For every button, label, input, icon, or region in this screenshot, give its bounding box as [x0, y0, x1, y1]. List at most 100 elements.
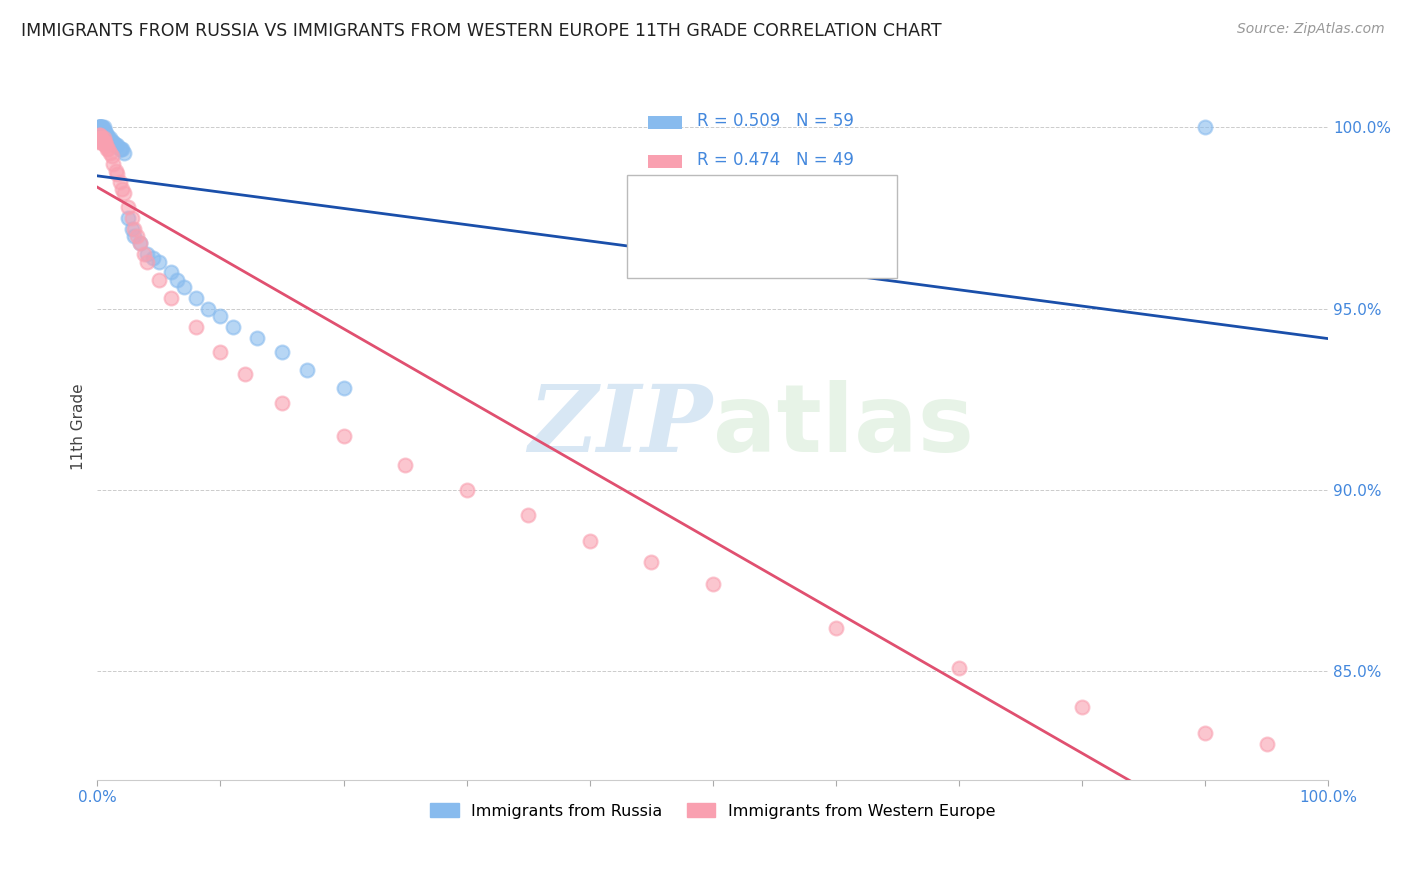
FancyBboxPatch shape — [648, 155, 682, 168]
Point — [124, 222, 146, 236]
Point — [184, 291, 207, 305]
Y-axis label: 11th Grade: 11th Grade — [72, 384, 86, 470]
Point — [93, 135, 115, 149]
Point — [91, 120, 114, 135]
Point — [98, 145, 121, 160]
Point — [94, 131, 117, 145]
Point — [96, 135, 118, 149]
Point — [93, 128, 115, 142]
Point — [142, 251, 165, 265]
Point — [105, 168, 128, 182]
Point — [91, 124, 114, 138]
Point — [93, 138, 115, 153]
Point — [246, 331, 269, 345]
Point — [103, 135, 125, 149]
Point — [394, 458, 416, 472]
Point — [101, 149, 124, 163]
Point — [209, 309, 232, 323]
Point — [89, 120, 111, 135]
Point — [1256, 737, 1278, 751]
Point — [184, 319, 207, 334]
Point — [93, 124, 115, 138]
Point — [101, 135, 124, 149]
Point — [90, 128, 112, 142]
Point — [222, 319, 245, 334]
Point — [295, 363, 318, 377]
Text: IMMIGRANTS FROM RUSSIA VS IMMIGRANTS FROM WESTERN EUROPE 11TH GRADE CORRELATION : IMMIGRANTS FROM RUSSIA VS IMMIGRANTS FRO… — [21, 22, 942, 40]
Text: R = 0.509   N = 59: R = 0.509 N = 59 — [697, 112, 853, 130]
Point — [148, 272, 170, 286]
Point — [121, 222, 143, 236]
Point — [97, 131, 120, 145]
Point — [1071, 700, 1094, 714]
Point — [1194, 120, 1216, 135]
FancyBboxPatch shape — [648, 116, 682, 128]
Point — [578, 533, 600, 548]
Point — [166, 272, 188, 286]
Point — [87, 128, 110, 142]
FancyBboxPatch shape — [627, 176, 897, 278]
Point — [135, 254, 157, 268]
Point — [271, 396, 294, 410]
Point — [124, 229, 146, 244]
Point — [98, 135, 121, 149]
Point — [103, 156, 125, 170]
Point — [90, 131, 112, 145]
Point — [105, 138, 128, 153]
Point — [110, 142, 132, 156]
Point — [148, 254, 170, 268]
Point — [90, 128, 112, 142]
Point — [104, 138, 127, 153]
Point — [112, 186, 135, 200]
Point — [89, 120, 111, 135]
Point — [87, 120, 110, 135]
Point — [121, 211, 143, 225]
Point — [111, 142, 134, 156]
Text: Source: ZipAtlas.com: Source: ZipAtlas.com — [1237, 22, 1385, 37]
Point — [96, 142, 118, 156]
Point — [135, 247, 157, 261]
Point — [1194, 726, 1216, 740]
Text: R = 0.474   N = 49: R = 0.474 N = 49 — [697, 151, 853, 169]
Point — [93, 131, 115, 145]
Point — [160, 291, 183, 305]
Text: ZIP: ZIP — [529, 382, 713, 472]
Point — [100, 135, 122, 149]
Point — [90, 120, 112, 135]
Point — [91, 120, 114, 135]
Point — [87, 128, 110, 142]
Point — [89, 128, 111, 142]
Point — [233, 367, 256, 381]
Point — [87, 120, 110, 135]
Point — [93, 135, 115, 149]
Point — [93, 124, 115, 138]
Point — [948, 660, 970, 674]
Point — [111, 182, 134, 196]
Point — [332, 428, 354, 442]
Point — [93, 128, 115, 142]
Point — [91, 131, 114, 145]
Point — [90, 120, 112, 135]
Point — [117, 200, 139, 214]
Point — [91, 131, 114, 145]
Point — [129, 236, 152, 251]
Point — [87, 120, 110, 135]
Point — [209, 345, 232, 359]
Point — [103, 138, 125, 153]
Point — [517, 508, 540, 523]
Point — [97, 142, 120, 156]
Point — [93, 120, 115, 135]
Point — [129, 236, 152, 251]
Point — [640, 556, 662, 570]
Point — [173, 280, 195, 294]
Point — [96, 128, 118, 142]
Point — [112, 145, 135, 160]
Point — [108, 175, 131, 189]
Point — [197, 301, 219, 316]
Point — [94, 138, 117, 153]
Point — [91, 128, 114, 142]
Point — [125, 229, 148, 244]
Point — [89, 120, 111, 135]
Point — [90, 131, 112, 145]
Point — [117, 211, 139, 225]
